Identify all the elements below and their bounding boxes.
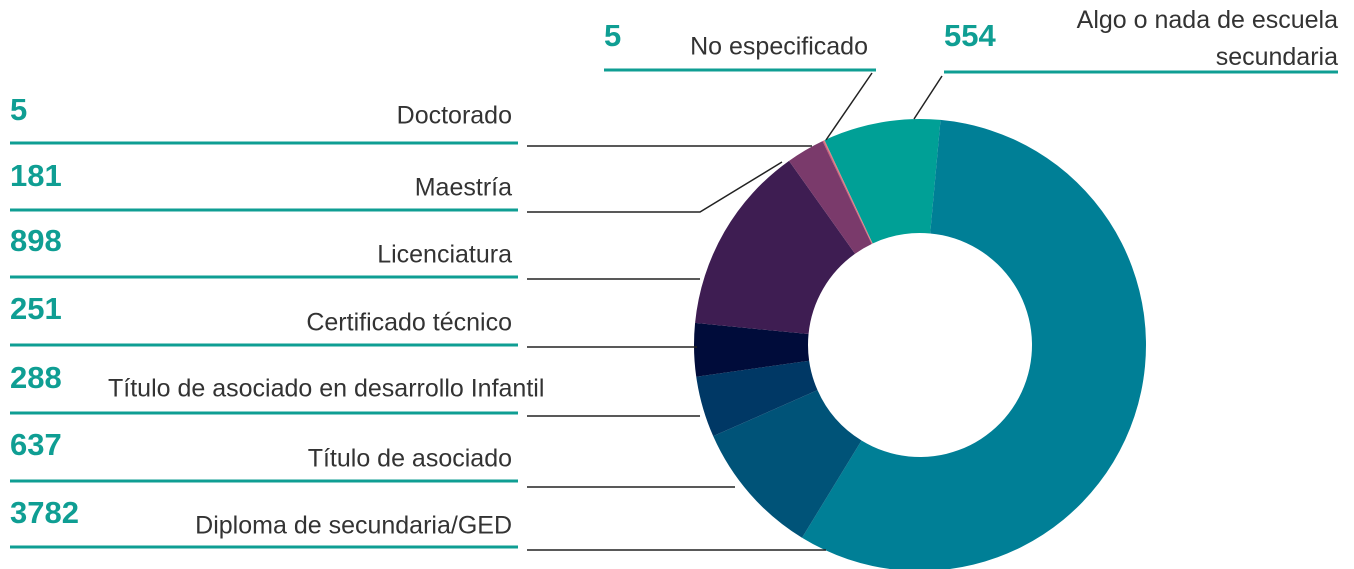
slice: [789, 141, 872, 254]
category-label: Título de asociado: [308, 445, 512, 473]
value-label: 181: [10, 158, 62, 193]
leader-line: [527, 161, 783, 213]
slice: [824, 119, 941, 244]
category-label: Doctorado: [397, 102, 512, 130]
slice: [694, 322, 810, 377]
category-label: Maestría: [415, 174, 512, 202]
leader-line: [913, 75, 943, 120]
category-label: No especificado: [690, 33, 868, 61]
value-label: 288: [10, 360, 62, 395]
category-label: Título de asociado en desarrollo Infanti…: [108, 375, 544, 403]
slice: [802, 119, 1146, 569]
slice: [823, 140, 873, 244]
category-label: Algo o nada de escuela secundaria: [1076, 6, 1338, 71]
category-label: Diploma de secundaria/GED: [195, 512, 512, 540]
value-label: 3782: [10, 495, 79, 530]
leader-line: [825, 72, 873, 141]
slice: [695, 160, 856, 335]
value-label: 5: [604, 18, 621, 53]
value-label: 637: [10, 427, 62, 462]
value-label: 5: [10, 92, 27, 127]
value-label: 251: [10, 291, 62, 326]
slice: [713, 390, 862, 538]
value-label: 898: [10, 223, 62, 258]
category-label: Licenciatura: [377, 241, 512, 269]
category-label: Certificado técnico: [306, 309, 512, 337]
slice: [696, 360, 818, 437]
slice: [822, 140, 873, 244]
value-label: 554: [944, 18, 996, 53]
